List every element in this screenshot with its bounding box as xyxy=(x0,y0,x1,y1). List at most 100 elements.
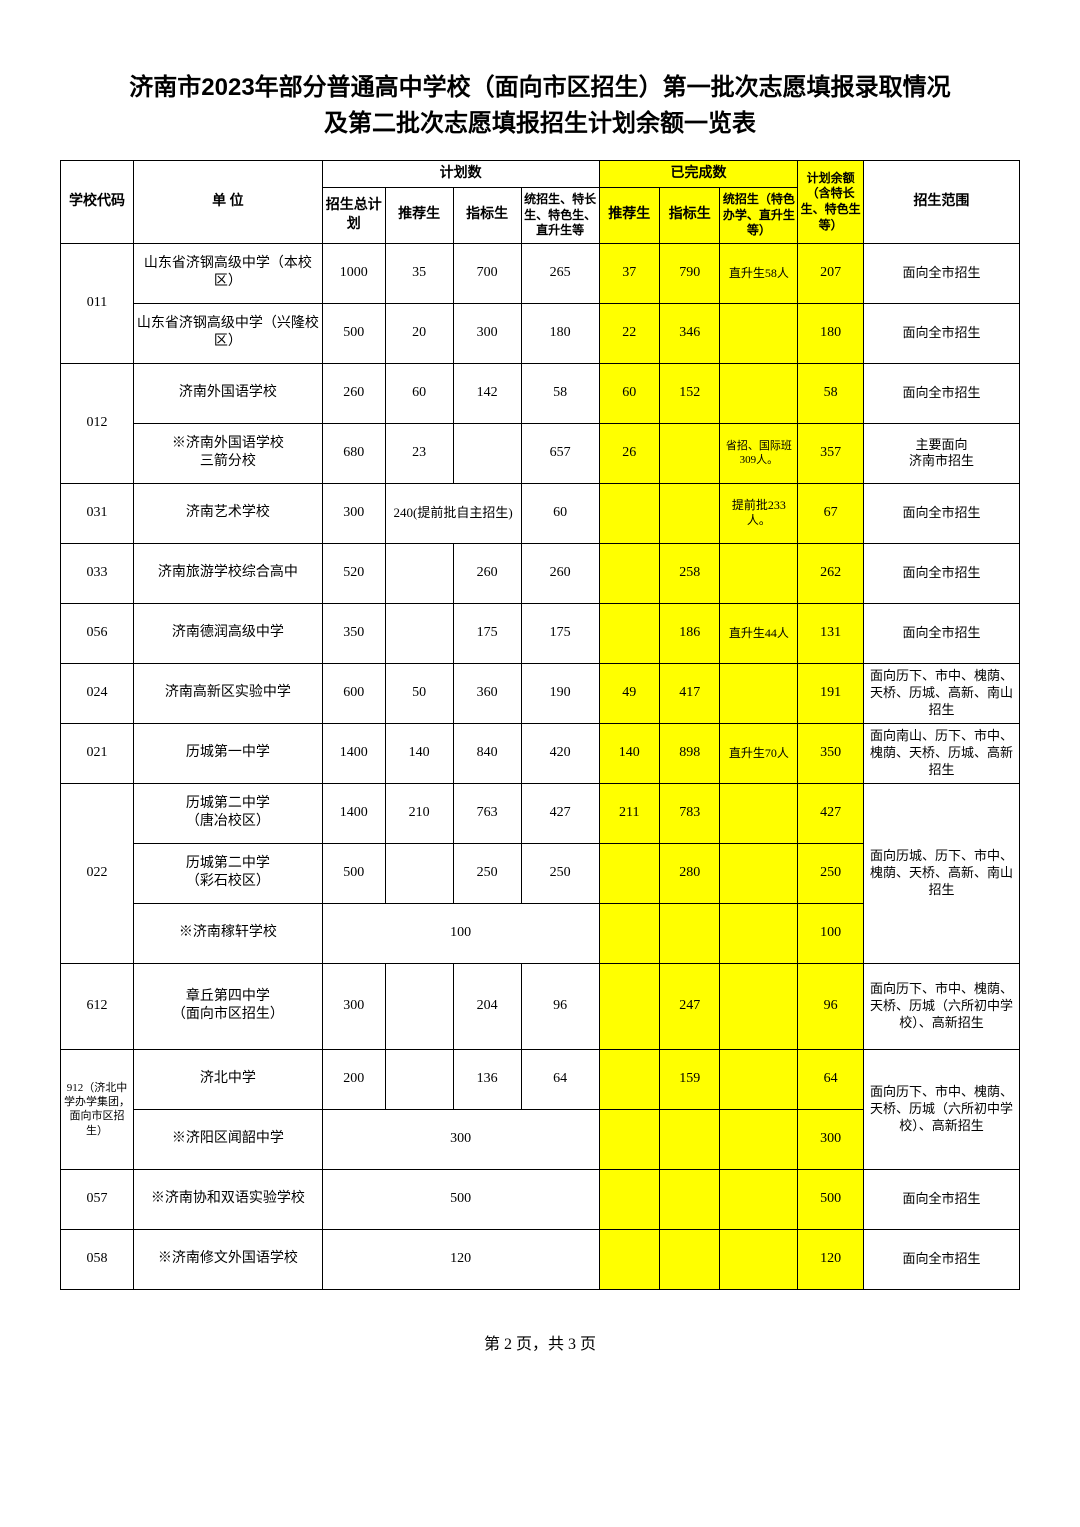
cell-scope: 面向历下、市中、槐荫、天桥、历城（六所初中学校）、高新招生 xyxy=(863,963,1019,1049)
cell-d_other: 直升生44人 xyxy=(720,603,798,663)
cell-d_idx: 280 xyxy=(660,843,720,903)
cell-p_rec: 23 xyxy=(385,423,453,483)
cell-remain: 357 xyxy=(798,423,863,483)
cell-unit: 历城第二中学（彩石校区） xyxy=(133,843,322,903)
cell-d_idx xyxy=(660,903,720,963)
admission-table: 学校代码 单 位 计划数 已完成数 计划余额（含特长生、特色生等） 招生范围 招… xyxy=(60,160,1020,1290)
cell-d_rec xyxy=(599,603,659,663)
cell-code: 024 xyxy=(61,663,134,723)
cell-code: 021 xyxy=(61,723,134,783)
cell-p_other: 180 xyxy=(521,303,599,363)
cell-d_rec: 37 xyxy=(599,243,659,303)
cell-remain: 64 xyxy=(798,1049,863,1109)
cell-d_other xyxy=(720,303,798,363)
cell-remain: 250 xyxy=(798,843,863,903)
cell-scope: 面向全市招生 xyxy=(863,243,1019,303)
cell-d_idx: 152 xyxy=(660,363,720,423)
cell-p_other: 175 xyxy=(521,603,599,663)
cell-p_idx: 360 xyxy=(453,663,521,723)
cell-d_idx xyxy=(660,483,720,543)
cell-remain: 262 xyxy=(798,543,863,603)
cell-d_idx xyxy=(660,1169,720,1229)
table-row: 021历城第一中学1400140840420140898直升生70人350面向南… xyxy=(61,723,1020,783)
cell-unit: ※济南稼轩学校 xyxy=(133,903,322,963)
cell-code: 612 xyxy=(61,963,134,1049)
cell-p_rec xyxy=(385,603,453,663)
cell-d_rec xyxy=(599,1109,659,1169)
cell-scope: 面向全市招生 xyxy=(863,543,1019,603)
cell-d_other: 直升生70人 xyxy=(720,723,798,783)
cell-plan-merged: 500 xyxy=(322,1169,599,1229)
cell-p_rec xyxy=(385,843,453,903)
cell-scope: 面向全市招生 xyxy=(863,1229,1019,1289)
cell-d_rec xyxy=(599,903,659,963)
cell-code: 011 xyxy=(61,243,134,363)
cell-d_other xyxy=(720,963,798,1049)
cell-unit: ※济南外国语学校三箭分校 xyxy=(133,423,322,483)
cell-d_idx: 258 xyxy=(660,543,720,603)
cell-scope: 面向全市招生 xyxy=(863,303,1019,363)
cell-code: 056 xyxy=(61,603,134,663)
cell-d_idx: 186 xyxy=(660,603,720,663)
cell-d_idx: 790 xyxy=(660,243,720,303)
cell-d_idx: 159 xyxy=(660,1049,720,1109)
cell-p_other: 190 xyxy=(521,663,599,723)
cell-p_other: 427 xyxy=(521,783,599,843)
cell-p_other: 657 xyxy=(521,423,599,483)
cell-d_idx xyxy=(660,423,720,483)
cell-remain: 191 xyxy=(798,663,863,723)
cell-remain: 300 xyxy=(798,1109,863,1169)
col-code: 学校代码 xyxy=(61,161,134,244)
cell-p_total: 200 xyxy=(322,1049,385,1109)
cell-p_idx: 204 xyxy=(453,963,521,1049)
cell-p_other: 260 xyxy=(521,543,599,603)
cell-code: 012 xyxy=(61,363,134,483)
col-plan-group: 计划数 xyxy=(322,161,599,188)
cell-p_total: 350 xyxy=(322,603,385,663)
cell-scope: 面向历下、市中、槐荫、天桥、历城、高新、南山招生 xyxy=(863,663,1019,723)
cell-p_rec xyxy=(385,1049,453,1109)
cell-code: 912（济北中学办学集团，面向市区招生） xyxy=(61,1049,134,1169)
cell-d_other xyxy=(720,1229,798,1289)
cell-p_idx: 300 xyxy=(453,303,521,363)
cell-plan-rec-merged: 240(提前批自主招生) xyxy=(385,483,521,543)
cell-p_other: 250 xyxy=(521,843,599,903)
table-row: 033济南旅游学校综合高中520260260258262面向全市招生 xyxy=(61,543,1020,603)
cell-unit: 山东省济钢高级中学（兴隆校区） xyxy=(133,303,322,363)
cell-scope: 面向全市招生 xyxy=(863,483,1019,543)
cell-d_other xyxy=(720,783,798,843)
cell-d_rec: 211 xyxy=(599,783,659,843)
cell-p_idx: 175 xyxy=(453,603,521,663)
cell-unit: 济北中学 xyxy=(133,1049,322,1109)
cell-p_idx: 142 xyxy=(453,363,521,423)
table-row: 912（济北中学办学集团，面向市区招生）济北中学2001366415964面向历… xyxy=(61,1049,1020,1109)
cell-d_idx xyxy=(660,1229,720,1289)
cell-p_total: 1400 xyxy=(322,723,385,783)
cell-code: 033 xyxy=(61,543,134,603)
cell-p_rec xyxy=(385,963,453,1049)
cell-remain: 67 xyxy=(798,483,863,543)
cell-remain: 500 xyxy=(798,1169,863,1229)
cell-p_rec: 35 xyxy=(385,243,453,303)
cell-plan-merged: 100 xyxy=(322,903,599,963)
col-scope: 招生范围 xyxy=(863,161,1019,244)
cell-unit: ※济南协和双语实验学校 xyxy=(133,1169,322,1229)
cell-p_rec: 140 xyxy=(385,723,453,783)
table-row: 012济南外国语学校26060142586015258面向全市招生 xyxy=(61,363,1020,423)
cell-d_other: 提前批233人。 xyxy=(720,483,798,543)
cell-plan-merged: 120 xyxy=(322,1229,599,1289)
page-title: 济南市2023年部分普通高中学校（面向市区招生）第一批次志愿填报录取情况 及第二… xyxy=(60,70,1020,142)
cell-remain: 100 xyxy=(798,903,863,963)
cell-code: 031 xyxy=(61,483,134,543)
cell-p_idx: 260 xyxy=(453,543,521,603)
cell-p_rec: 210 xyxy=(385,783,453,843)
cell-d_other xyxy=(720,1109,798,1169)
cell-d_other xyxy=(720,663,798,723)
table-row: 031济南艺术学校300240(提前批自主招生)60提前批233人。67面向全市… xyxy=(61,483,1020,543)
cell-scope: 面向历下、市中、槐荫、天桥、历城（六所初中学校）、高新招生 xyxy=(863,1049,1019,1169)
cell-d_other: 直升生58人 xyxy=(720,243,798,303)
cell-scope: 面向全市招生 xyxy=(863,363,1019,423)
cell-p_idx: 136 xyxy=(453,1049,521,1109)
cell-unit: 济南旅游学校综合高中 xyxy=(133,543,322,603)
table-row: 024济南高新区实验中学6005036019049417191面向历下、市中、槐… xyxy=(61,663,1020,723)
